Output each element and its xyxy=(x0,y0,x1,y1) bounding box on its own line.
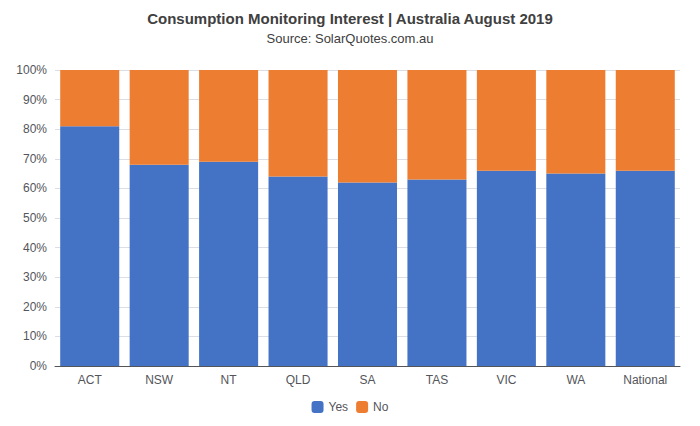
svg-text:VIC: VIC xyxy=(496,373,516,387)
svg-text:NT: NT xyxy=(221,373,238,387)
svg-text:National: National xyxy=(623,373,667,387)
svg-text:20%: 20% xyxy=(23,300,47,314)
svg-text:NSW: NSW xyxy=(145,373,174,387)
svg-text:40%: 40% xyxy=(23,241,47,255)
svg-text:TAS: TAS xyxy=(426,373,448,387)
svg-text:10%: 10% xyxy=(23,329,47,343)
svg-text:50%: 50% xyxy=(23,211,47,225)
svg-text:90%: 90% xyxy=(23,93,47,107)
svg-text:Yes: Yes xyxy=(329,400,349,414)
svg-text:80%: 80% xyxy=(23,122,47,136)
svg-text:60%: 60% xyxy=(23,181,47,195)
svg-text:0%: 0% xyxy=(30,359,48,373)
svg-text:QLD: QLD xyxy=(286,373,311,387)
svg-text:70%: 70% xyxy=(23,152,47,166)
svg-text:100%: 100% xyxy=(16,63,47,77)
svg-text:30%: 30% xyxy=(23,270,47,284)
svg-text:Source: SolarQuotes.com.au: Source: SolarQuotes.com.au xyxy=(267,31,434,46)
svg-text:SA: SA xyxy=(359,373,375,387)
svg-text:ACT: ACT xyxy=(78,373,103,387)
svg-text:Consumption Monitoring Interes: Consumption Monitoring Interest | Austra… xyxy=(147,10,553,27)
svg-text:WA: WA xyxy=(566,373,585,387)
svg-text:No: No xyxy=(373,400,389,414)
